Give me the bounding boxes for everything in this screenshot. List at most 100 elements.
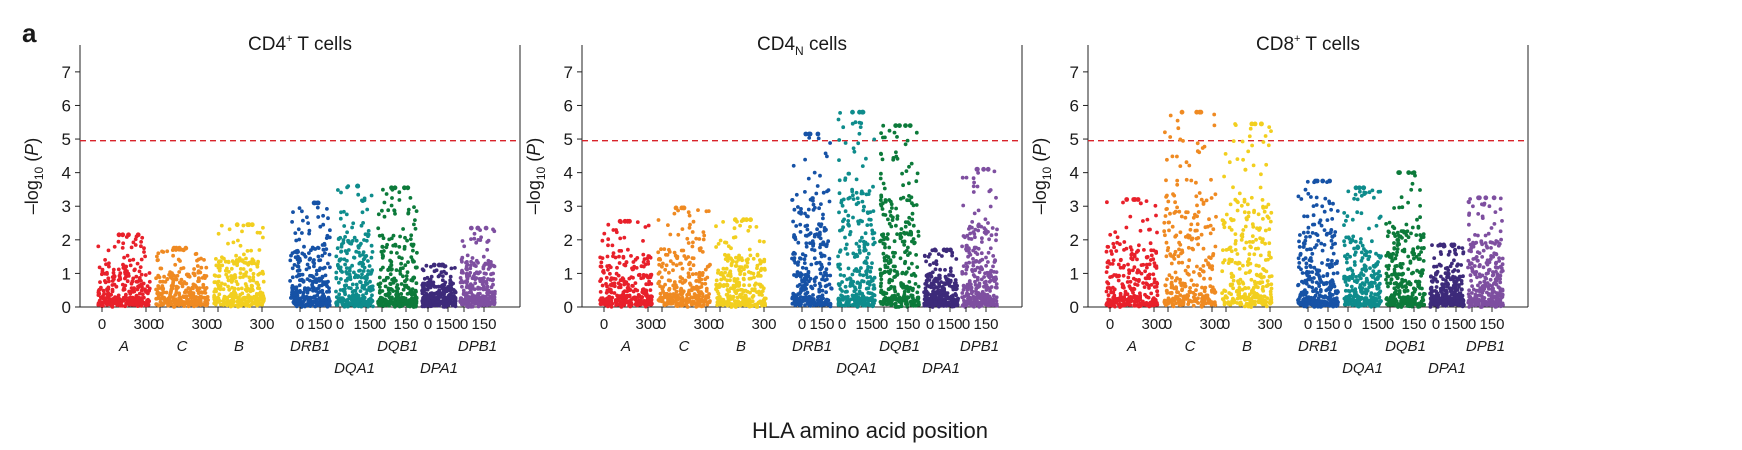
data-point [971,260,975,265]
data-point [622,262,627,267]
data-point [339,277,343,281]
data-point [731,283,736,288]
data-point [798,289,803,294]
data-point-peak [183,245,189,251]
data-point [302,244,306,249]
data-point [679,248,684,253]
data-point [296,264,301,269]
data-point [988,286,992,291]
data-point [244,303,249,308]
data-point [643,225,648,229]
data-point [365,301,370,306]
data-point [306,295,311,300]
data-point [895,232,899,237]
data-point [892,130,897,135]
data-point [790,256,794,261]
x-tick-label: 150 [393,316,418,333]
data-point [126,300,131,304]
data-point [810,286,815,291]
data-point [448,274,453,279]
data-point [394,293,399,298]
data-point [730,303,735,308]
data-point [883,213,888,217]
data-point [792,273,796,277]
data-point [729,263,734,268]
data-point [846,219,851,223]
data-point [796,292,800,297]
data-point [214,257,218,261]
data-point [680,227,685,232]
data-point [350,263,354,268]
data-point [311,246,316,251]
data-point [604,282,608,286]
data-point [636,302,641,307]
data-point [305,215,309,220]
data-point [870,291,874,296]
data-point [879,238,883,243]
data-point [804,244,809,249]
x-tick-label: 300 [635,316,660,333]
data-point [690,244,695,249]
data-point [948,266,953,271]
data-point [843,176,848,181]
data-point [975,303,980,307]
data-point [914,130,919,135]
data-point [96,244,101,249]
data-point [892,275,897,279]
data-point [671,268,675,273]
data-point [305,290,310,295]
data-point [837,178,842,183]
data-point [361,293,365,298]
data-point [239,300,244,305]
data-point [602,231,607,236]
data-point [307,257,312,262]
data-point [242,252,246,257]
data-point [907,215,912,220]
data-point [379,249,384,254]
data-point [317,268,322,272]
data-point-peak [126,232,131,238]
data-point [794,192,799,197]
data-point [972,180,976,185]
data-point [960,291,965,295]
data-point [803,211,807,216]
data-point [688,222,692,227]
data-point [359,275,364,280]
data-point [846,294,850,299]
data-point [358,253,362,258]
data-point [853,285,857,290]
data-point [442,269,446,274]
data-point [339,190,343,195]
data-point [439,291,444,296]
data-point [724,240,729,245]
data-point [848,195,852,200]
data-point [155,296,160,301]
data-point [979,224,984,229]
data-point [814,191,819,196]
data-point [606,267,610,272]
data-point [248,278,253,283]
data-point [422,284,426,288]
data-point [674,289,679,294]
data-point [878,198,883,203]
data-point [675,293,680,297]
data-point [367,264,372,268]
data-point [878,176,883,181]
data-point [162,274,167,279]
data-point [827,261,832,266]
data-point [366,269,371,273]
data-point [184,288,188,293]
data-point [356,192,361,197]
data-point [114,284,119,289]
data-point [798,222,803,227]
data-point [321,222,326,227]
data-point [368,299,373,304]
data-point [988,246,993,251]
data-point [316,254,321,259]
data-point [133,300,138,305]
data-point [858,239,862,243]
data-point [718,238,723,243]
data-point-peak [120,232,126,238]
data-point [478,270,482,274]
